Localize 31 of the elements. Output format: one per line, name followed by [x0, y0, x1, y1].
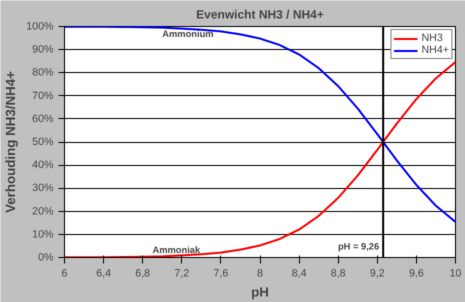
y-tick-label: 10% [32, 228, 54, 240]
x-tick-label: 9,6 [408, 268, 424, 280]
y-tick-label: 90% [32, 44, 54, 56]
x-tick-label: 6,8 [135, 268, 150, 280]
y-tick-label: 80% [32, 66, 54, 79]
y-tick-label: 60% [32, 112, 54, 125]
y-tick-label: 20% [32, 205, 54, 218]
x-tick-label: 8 [257, 268, 264, 280]
x-tick-label: 10 [450, 268, 462, 280]
y-tick-label: 70% [32, 90, 54, 102]
y-tick-label: 50% [32, 136, 54, 148]
x-tick-label: 6,4 [96, 268, 112, 280]
legend-label: NH3 [421, 32, 443, 44]
chart-title: Evenwicht NH3 / NH4+ [196, 8, 324, 22]
y-tick-label: 0% [38, 252, 54, 264]
annotation: Ammonium [162, 29, 214, 40]
x-tick-label: 8,8 [330, 268, 346, 280]
x-tick-label: 6 [62, 268, 68, 280]
x-tick-label: 7,6 [213, 268, 228, 280]
y-tick-label: 30% [32, 182, 54, 194]
y-tick-label: 40% [32, 159, 54, 172]
x-axis-title: pH [251, 284, 269, 300]
y-axis-title: Verhouding NH3/NH4+ [3, 70, 18, 213]
annotation: Ammoniak [152, 244, 201, 255]
y-tick-label: 100% [26, 20, 54, 32]
ref-line-label: pH = 9,26 [338, 242, 380, 252]
x-tick-label: 9,2 [370, 268, 385, 280]
legend-label: NH4+ [421, 44, 449, 56]
x-tick-label: 8,4 [292, 268, 307, 280]
line-series [64, 26, 456, 223]
x-tick-label: 7,2 [174, 268, 190, 280]
